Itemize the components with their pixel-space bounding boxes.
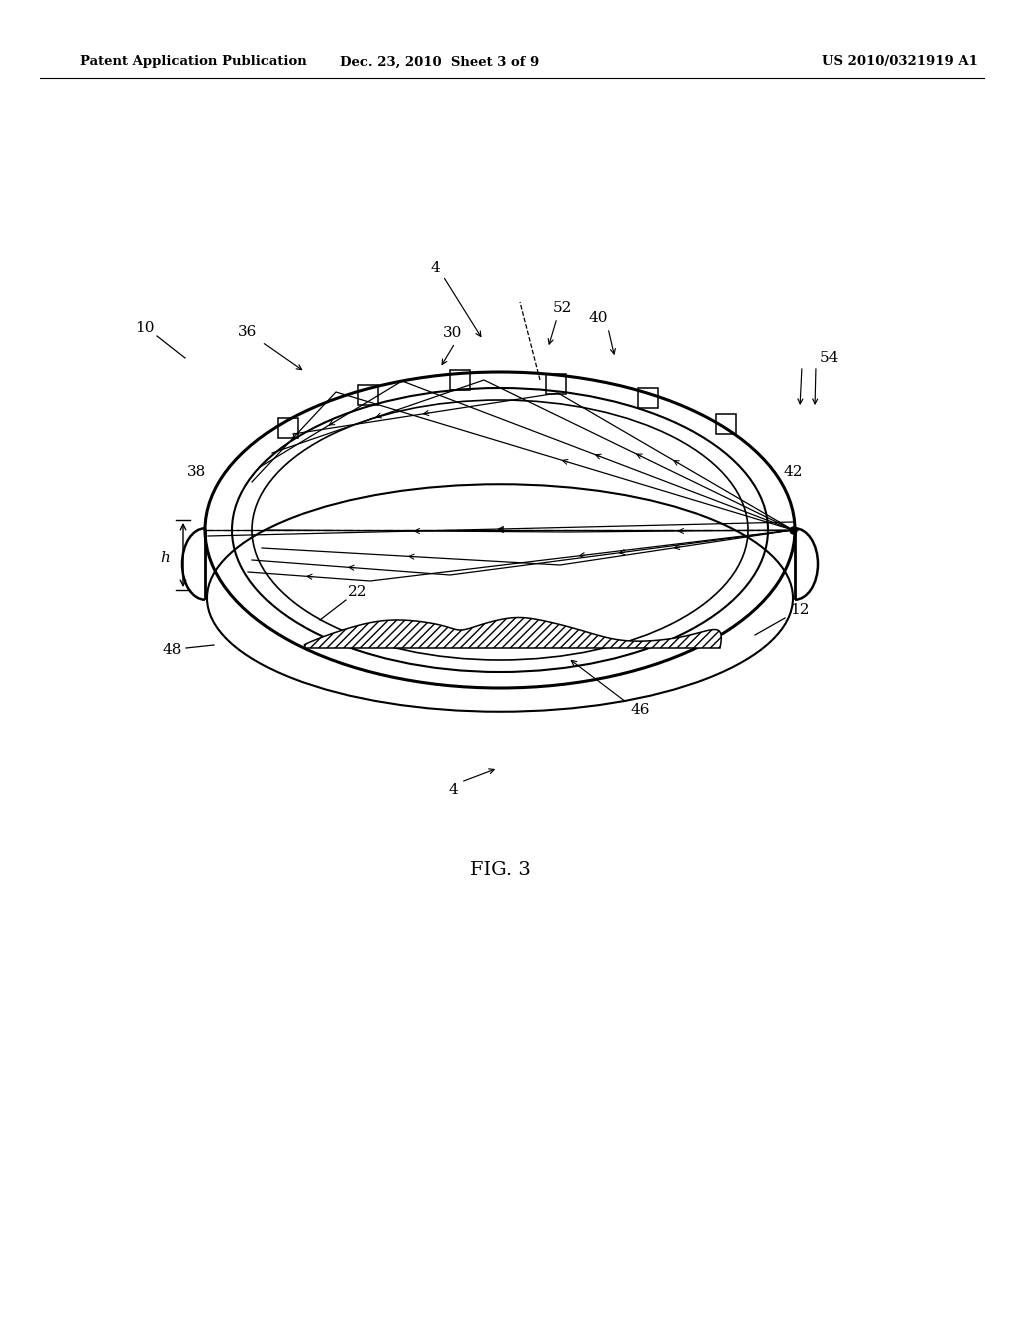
Bar [546,374,566,393]
Text: 36: 36 [239,325,258,339]
Text: 46: 46 [630,704,650,717]
Text: 38: 38 [187,465,207,479]
Text: 22: 22 [348,585,368,599]
Text: 42: 42 [783,465,803,479]
Text: US 2010/0321919 A1: US 2010/0321919 A1 [822,55,978,69]
Text: h: h [160,550,170,565]
Text: Patent Application Publication: Patent Application Publication [80,55,307,69]
Text: 52: 52 [552,301,571,315]
Text: 4: 4 [430,261,440,275]
Bar [278,418,298,438]
Bar [450,370,470,389]
Text: 40: 40 [588,312,608,325]
Text: FIG. 3: FIG. 3 [470,861,530,879]
Text: 48: 48 [163,643,181,657]
Text: Dec. 23, 2010  Sheet 3 of 9: Dec. 23, 2010 Sheet 3 of 9 [340,55,540,69]
Bar [638,388,658,408]
Text: 12: 12 [790,603,810,616]
Text: 4: 4 [449,783,458,797]
Polygon shape [304,618,721,648]
Text: 54: 54 [820,351,840,366]
Text: 30: 30 [443,326,463,341]
Bar [716,414,736,434]
Text: 10: 10 [135,321,155,335]
Bar [358,385,378,405]
